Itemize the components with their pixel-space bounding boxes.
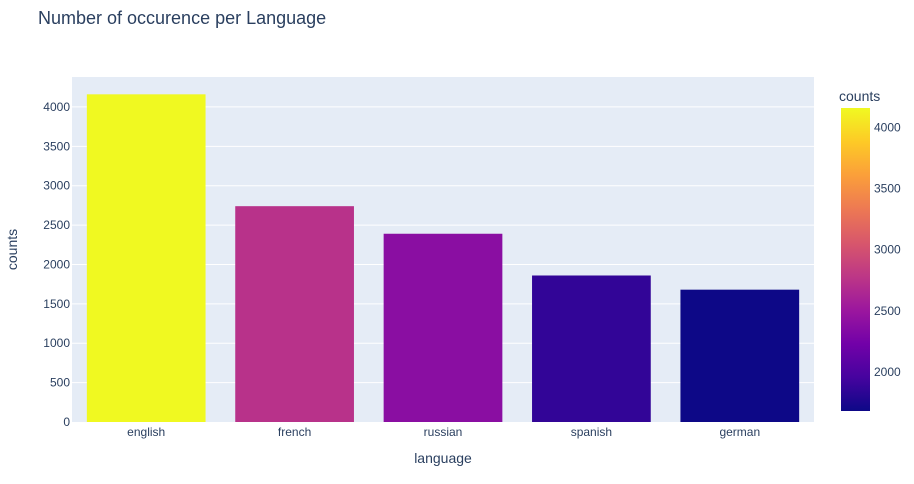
colorbar-tick-label: 2000: [874, 365, 901, 379]
x-axis-title: language: [414, 450, 472, 466]
colorbar-tick-label: 2500: [874, 304, 901, 318]
y-tick-label: 1000: [43, 336, 70, 350]
colorbar-tick-label: 4000: [874, 121, 901, 135]
x-tick-label: english: [127, 425, 165, 439]
x-tick-label: french: [278, 425, 311, 439]
bars: [86, 94, 800, 422]
colorbar-tick-label: 3000: [874, 243, 901, 257]
y-tick-label: 0: [63, 415, 70, 429]
colorbar: [841, 108, 870, 411]
y-axis-title: counts: [4, 229, 20, 270]
bar-english[interactable]: [86, 94, 206, 422]
y-tick-label: 3500: [43, 139, 70, 153]
x-tick-label: russian: [424, 425, 463, 439]
chart-title: Number of occurence per Language: [38, 8, 327, 28]
bar-spanish[interactable]: [532, 275, 651, 422]
y-tick-label: 3000: [43, 179, 70, 193]
colorbar-title: counts: [839, 88, 880, 104]
y-tick-label: 2500: [43, 218, 70, 232]
x-axis-ticks: english french russian spanish german: [127, 425, 760, 439]
y-tick-label: 2000: [43, 257, 70, 271]
y-tick-label: 500: [50, 376, 70, 390]
colorbar-tick-label: 3500: [874, 182, 901, 196]
colorbar-ticks: 2000 2500 3000 3500 4000: [874, 121, 901, 379]
x-tick-label: german: [719, 425, 760, 439]
y-axis-ticks: 0 500 1000 1500 2000 2500 3000 3500 4000: [43, 100, 70, 429]
x-tick-label: spanish: [571, 425, 612, 439]
bar-german[interactable]: [680, 289, 800, 422]
bar-french[interactable]: [235, 206, 354, 422]
bar-russian[interactable]: [383, 233, 503, 422]
y-tick-label: 4000: [43, 100, 70, 114]
y-tick-label: 1500: [43, 297, 70, 311]
